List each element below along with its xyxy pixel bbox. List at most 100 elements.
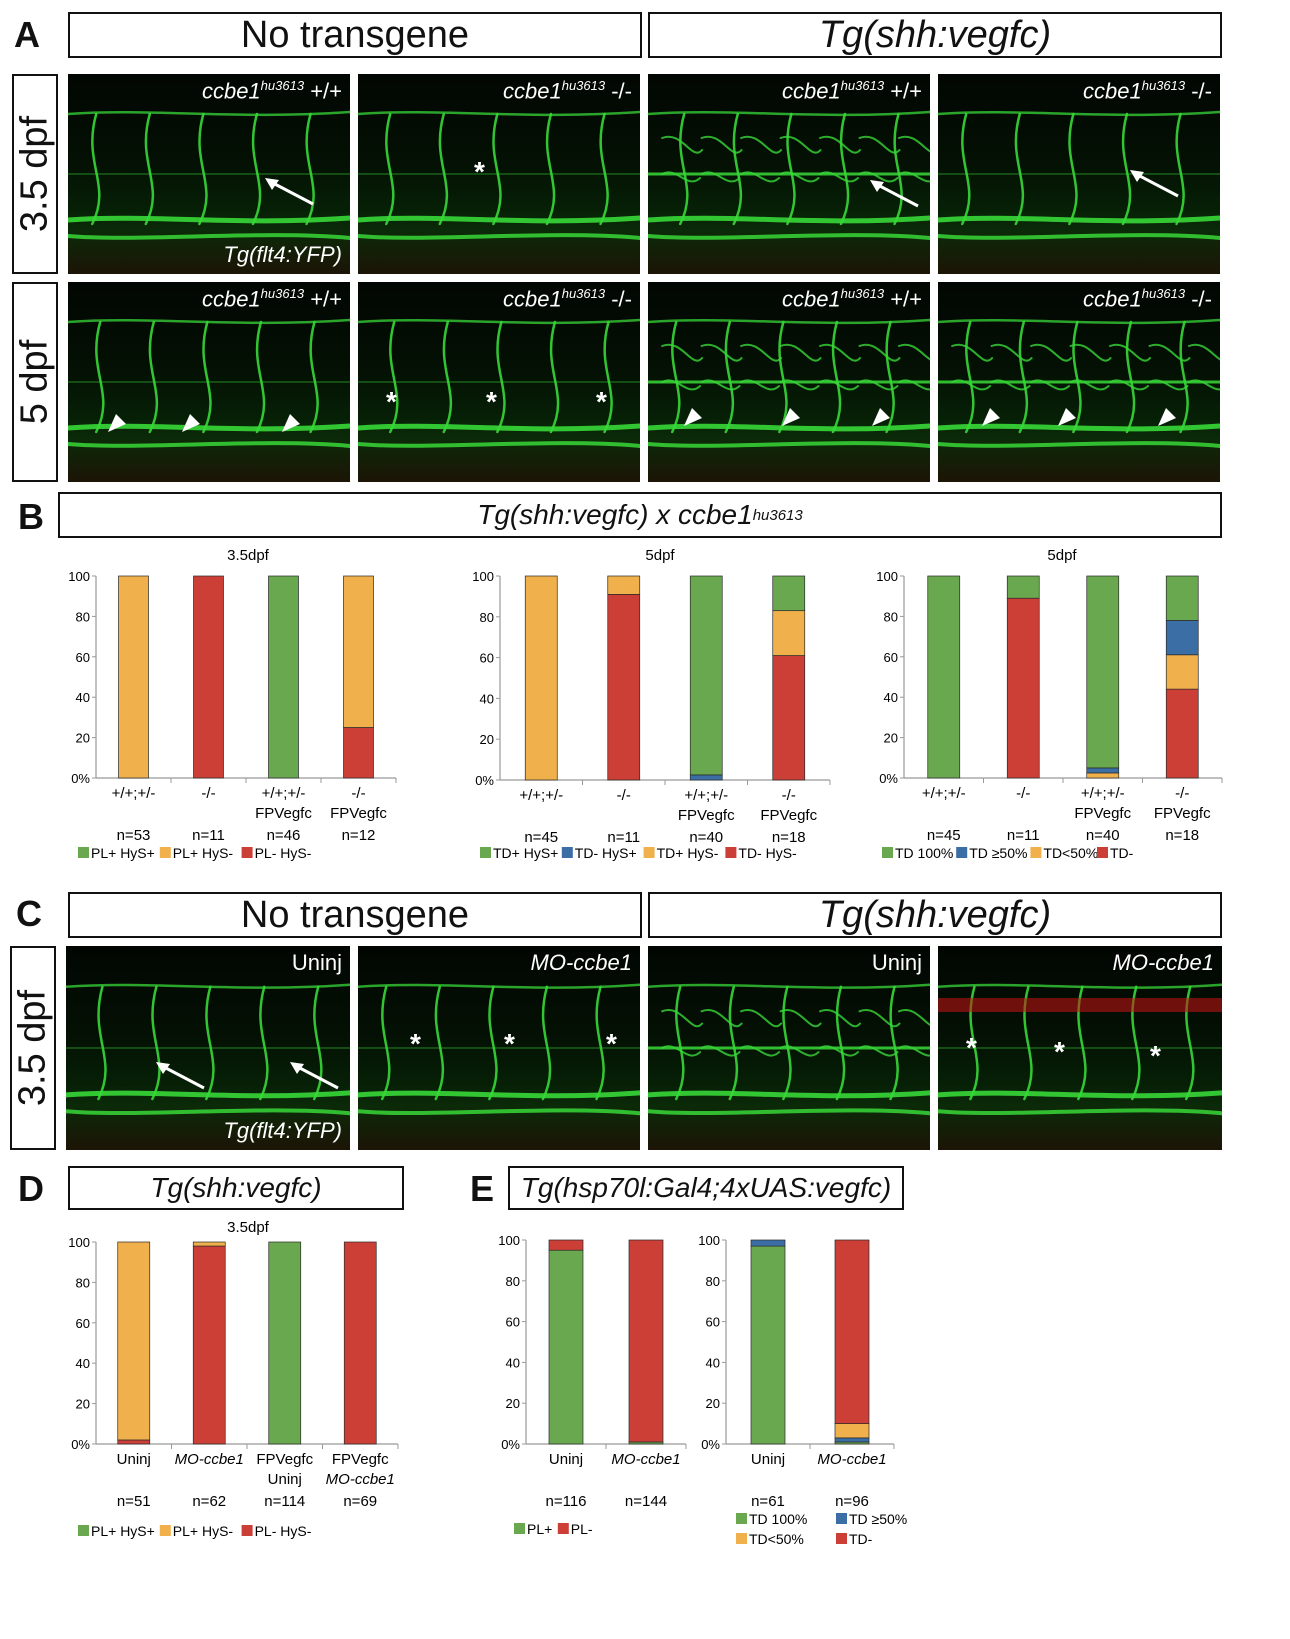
legend-swatch [956,847,968,858]
y-tick-label: 20 [506,1396,520,1411]
bar-segment [117,1439,151,1445]
y-tick-label: 0% [501,1437,520,1452]
chart-title: 3.5dpf [227,1219,270,1236]
panel-label-e: E [470,1168,495,1209]
bar-segment [834,1423,870,1439]
bar-segment [1086,772,1120,779]
sample-size-label: n=69 [343,1493,377,1510]
sample-size-label: n=144 [625,1493,667,1510]
x-category-label: FPVegfc [1074,805,1131,822]
legend-swatch [78,847,89,858]
panel-label-b: B [18,496,44,537]
x-category-label: FPVegfc [330,805,387,822]
bar-segment [1086,767,1120,774]
y-tick-label: 60 [884,650,898,665]
legend-swatch [514,1523,525,1534]
bar-segment [689,774,723,781]
panel-d-title: Tg(shh:vegfc) [68,1166,404,1210]
panel-b-title: Tg(shh:vegfc) x ccbe1 hu3613 [58,492,1222,538]
y-tick-label: 40 [884,690,898,705]
legend-label: TD+ HyS- [657,845,719,861]
chart-title: 3.5dpf [227,547,270,564]
bar-segment [343,727,374,779]
sample-size-label: n=40 [689,829,723,846]
legend-label: PL+ HyS+ [91,1523,155,1539]
legend-label: TD 100% [749,1511,807,1527]
x-category-label: FPVegfc [256,1451,313,1468]
y-tick-label: 40 [480,691,494,706]
bar-segment [628,1239,664,1443]
row-label-3-5-dpf-c: 3.5 dpf [10,946,56,1150]
micrograph-c2: MO-ccbe1 * * * [358,946,640,1150]
genotype-caption: ccbe1hu3613 +/+ [781,286,922,312]
x-category-label: Uninj [751,1451,785,1468]
y-tick-label: 80 [506,1274,520,1289]
condition-caption: MO-ccbe1 [530,950,632,975]
bar-segment [343,1241,377,1445]
sample-size-label: n=46 [267,827,301,844]
x-category-label: MO-ccbe1 [817,1451,886,1468]
genotype-caption: ccbe1hu3613 -/- [1083,78,1212,104]
sample-size-label: n=61 [751,1493,785,1510]
header-no-transgene-c: No transgene [68,892,642,938]
arrow-icon [290,1062,339,1090]
sample-size-label: n=18 [1165,827,1199,844]
arrowhead-icon [282,414,300,432]
x-category-label: MO-ccbe1 [611,1451,680,1468]
y-tick-label: 0% [701,1437,720,1452]
x-category-label: FPVegfc [1154,805,1211,822]
bar-segment [343,575,374,728]
sample-size-label: n=11 [1007,827,1040,844]
legend-swatch [736,1533,747,1544]
legend-swatch [561,847,573,858]
x-category-label: +/+;+/- [1081,785,1125,802]
legend-swatch [241,1525,253,1536]
condition-caption: Uninj [871,950,922,975]
x-category-label: +/+;+/- [519,787,563,804]
legend-swatch [725,847,737,858]
bar-segment [117,1241,151,1441]
micrograph-a4: ccbe1hu3613 -/- [938,74,1220,274]
sample-size-label: n=40 [1086,827,1120,844]
legend-swatch [78,1525,89,1536]
sample-size-label: n=114 [264,1493,305,1510]
y-tick-label: 0% [879,771,898,786]
y-tick-label: 20 [706,1396,720,1411]
header-tg-shh-vegfc-a: Tg(shh:vegfc) [648,12,1222,58]
header-no-transgene-a: No transgene [68,12,642,58]
y-tick-label: 20 [76,1397,90,1412]
bar-segment [268,1241,302,1445]
genotype-caption: ccbe1hu3613 -/- [1083,286,1212,312]
transgene-overlay-label: Tg(flt4:YFP) [223,1118,342,1143]
legend-label: TD- [849,1531,873,1547]
y-tick-label: 100 [472,569,494,584]
y-tick-label: 100 [498,1233,520,1248]
micrograph-a8: ccbe1hu3613 -/- [938,282,1220,482]
y-tick-label: 100 [68,569,90,584]
bar-segment [607,594,641,781]
legend-swatch [159,847,171,858]
y-tick-label: 40 [506,1355,520,1370]
genotype-caption: ccbe1hu3613 +/+ [781,78,922,104]
bar-segment [1006,575,1040,599]
sample-size-label: n=96 [835,1493,869,1510]
bar-segment [268,575,299,779]
chart-svg: 3.5dpf 0% 20 40 60 80 100 Uninj n=51 MO-ccbe1 n=62… [68,1219,399,1539]
asterisk-marker: * [596,386,607,417]
legend-label: TD- [1110,845,1134,861]
x-category-label: -/- [782,787,796,804]
x-category-label: FPVegfc [760,807,817,824]
legend-swatch [736,1513,747,1524]
x-category-label: -/- [1016,785,1030,802]
sample-size-label: n=62 [192,1493,226,1510]
arrow-icon [870,180,919,208]
x-category-label: Uninj [549,1451,583,1468]
micrograph-a7: ccbe1hu3613 +/+ [648,282,930,482]
bar-segment [548,1239,584,1251]
arrowhead-icon [982,408,1000,426]
panel-label-a: A [14,14,40,55]
y-tick-label: 40 [76,1356,90,1371]
bar-segment [192,1241,226,1247]
chart-svg: 5dpf 0% 20 40 60 80 100 +/+;+/- n=45 -/- n=11 +/+;+… [876,547,1223,861]
x-category-label: FPVegfc [332,1451,389,1468]
